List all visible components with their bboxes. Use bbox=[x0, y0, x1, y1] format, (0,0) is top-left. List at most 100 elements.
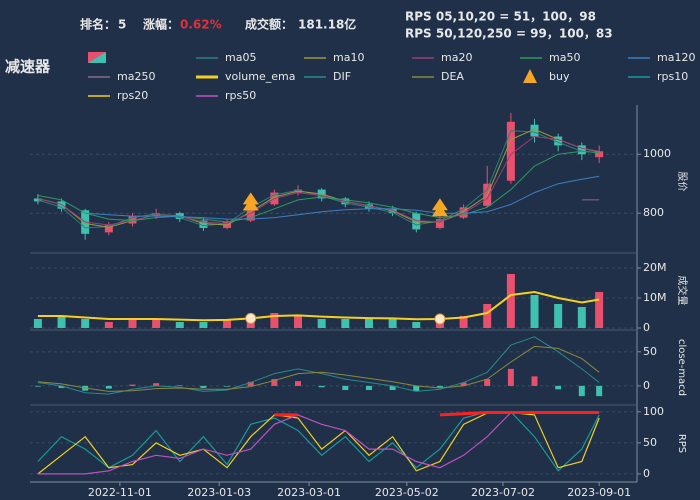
change: 0.62% bbox=[180, 18, 222, 32]
macd-bar bbox=[413, 385, 420, 392]
legend-label: volume_ema bbox=[225, 70, 295, 83]
y-tick-label: 800 bbox=[643, 206, 664, 219]
series-line bbox=[274, 411, 600, 417]
buy-marker bbox=[431, 204, 448, 217]
macd-bar bbox=[484, 379, 491, 386]
macd-bar bbox=[295, 381, 302, 386]
series-line bbox=[37, 290, 600, 322]
macd-bar bbox=[200, 385, 207, 388]
macd-bar bbox=[578, 385, 585, 397]
volume-bar bbox=[223, 319, 232, 328]
legend-label: ma20 bbox=[441, 51, 472, 64]
candle-body bbox=[246, 204, 255, 221]
macd-bar bbox=[271, 379, 278, 386]
volume-bar bbox=[388, 319, 397, 328]
volume-bar bbox=[412, 322, 421, 328]
candle-body bbox=[33, 198, 42, 202]
volume-bar bbox=[128, 319, 137, 328]
rank: 5 bbox=[118, 18, 126, 32]
macd-bar bbox=[318, 385, 325, 388]
y-axis-label: 成交量 bbox=[676, 276, 689, 306]
candle-body bbox=[364, 204, 373, 209]
volume-bar bbox=[459, 316, 468, 328]
macd-bar bbox=[555, 385, 562, 390]
buy-marker bbox=[242, 192, 259, 205]
volume-bar bbox=[595, 292, 604, 328]
y-tick-label: 0 bbox=[643, 379, 650, 392]
macd-bar bbox=[129, 384, 136, 386]
x-tick-label: 2023-01-03 bbox=[187, 486, 251, 499]
macd-bar bbox=[389, 385, 396, 390]
legend-label: ma10 bbox=[333, 51, 364, 64]
series-line bbox=[37, 130, 600, 229]
legend-label: ma05 bbox=[225, 51, 256, 64]
series-line bbox=[37, 150, 600, 223]
series-line bbox=[37, 411, 600, 472]
volume-bar bbox=[175, 322, 184, 328]
candle-body bbox=[554, 136, 563, 146]
macd-bar bbox=[460, 382, 467, 386]
legend-swatch bbox=[523, 69, 537, 83]
candle-body bbox=[459, 207, 468, 218]
volume-bar bbox=[577, 307, 586, 328]
x-tick-label: 2023-03-01 bbox=[277, 486, 341, 499]
change-label: 涨幅： bbox=[143, 17, 179, 32]
rps-summary: RPS 50,120,250 = 99，100，83 bbox=[405, 27, 613, 41]
candle-body bbox=[506, 121, 515, 181]
y-tick-label: 0 bbox=[643, 321, 650, 334]
macd-bar bbox=[342, 385, 349, 390]
y-tick-label: 50 bbox=[643, 345, 657, 358]
candle-body bbox=[128, 216, 137, 224]
candle-body bbox=[104, 224, 113, 233]
macd-bar bbox=[105, 385, 112, 389]
volume-bar bbox=[294, 316, 303, 328]
y-tick-label: 50 bbox=[643, 436, 657, 449]
rank-label: 排名： bbox=[80, 17, 116, 32]
volume-bar bbox=[554, 304, 563, 328]
y-tick-label: 0 bbox=[643, 467, 650, 480]
series-line bbox=[37, 345, 600, 392]
candle-body bbox=[595, 151, 604, 158]
buy-marker bbox=[242, 198, 259, 211]
legend-label: DEA bbox=[441, 70, 464, 83]
volume-bar bbox=[199, 322, 208, 328]
legend-label: rps50 bbox=[225, 89, 256, 102]
legend-candle-icon bbox=[88, 52, 106, 63]
buy-signal-dot bbox=[434, 313, 446, 325]
macd-bar bbox=[247, 381, 254, 386]
legend-label: ma120 bbox=[657, 51, 695, 64]
rps-summary: RPS 05,10,20 = 51，100，98 bbox=[405, 10, 596, 24]
y-axis-label: 股价 bbox=[676, 172, 688, 192]
y-tick-label: 10M bbox=[643, 291, 667, 304]
x-tick-label: 2023-05-02 bbox=[375, 486, 439, 499]
volume-bar bbox=[57, 316, 66, 328]
buy-signal-dot bbox=[245, 312, 257, 324]
legend-label: rps10 bbox=[657, 70, 688, 83]
series-line bbox=[85, 175, 600, 220]
macd-bar bbox=[596, 385, 603, 397]
chart-title: 减速器 bbox=[5, 58, 51, 76]
volume-bar bbox=[81, 319, 90, 328]
legend-label: DIF bbox=[333, 70, 351, 83]
y-axis-label: close-macd bbox=[676, 339, 687, 396]
macd-bar bbox=[224, 385, 231, 387]
macd-bar bbox=[531, 376, 538, 386]
legend-label: ma250 bbox=[117, 70, 155, 83]
volume-bar bbox=[506, 274, 515, 328]
candle-body bbox=[412, 213, 421, 230]
y-axis-label: RPS bbox=[676, 434, 687, 453]
y-tick-label: 20M bbox=[643, 261, 667, 274]
volume-bar bbox=[270, 313, 279, 328]
candle-body bbox=[57, 201, 66, 209]
turnover-label: 成交额： bbox=[245, 17, 293, 32]
series-line bbox=[37, 336, 600, 395]
x-tick-label: 2023-07-02 bbox=[471, 486, 535, 499]
candle-body bbox=[577, 145, 586, 155]
volume-bar bbox=[104, 322, 113, 328]
macd-bar bbox=[34, 385, 41, 387]
y-tick-label: 100 bbox=[643, 405, 664, 418]
candle-body bbox=[199, 220, 208, 228]
x-tick-label: 2022-11-01 bbox=[88, 486, 152, 499]
macd-bar bbox=[58, 385, 65, 388]
